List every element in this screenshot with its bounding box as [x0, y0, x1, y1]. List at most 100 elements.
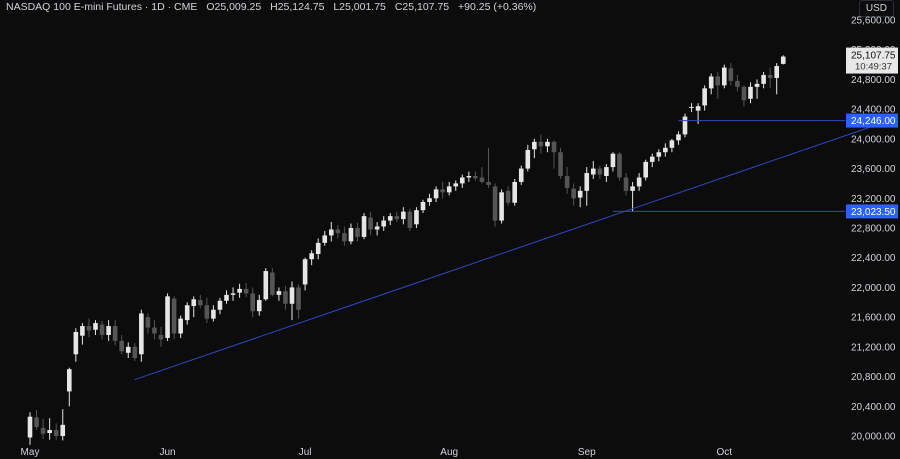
candle-body — [492, 186, 498, 221]
y-tick-label: 25,600.00 — [851, 16, 896, 27]
candle-body — [617, 153, 622, 178]
change-value: +90.25 (+0.36%) — [458, 1, 537, 13]
countdown-label: 10:49:37 — [855, 62, 892, 73]
y-tick-label: 24,800.00 — [851, 75, 896, 86]
candle-body — [505, 190, 511, 203]
candle-body — [479, 177, 485, 182]
candle-body — [754, 83, 760, 87]
candle-body — [348, 228, 354, 242]
candle-body — [289, 287, 295, 304]
level-price-tag — [846, 204, 898, 219]
y-tick-label: 23,600.00 — [851, 164, 896, 175]
candle-body — [446, 186, 452, 193]
candle-body — [780, 56, 786, 64]
candle-body — [47, 430, 52, 434]
candle-body — [630, 186, 635, 191]
candle-body — [387, 216, 393, 221]
candle-body — [460, 177, 465, 184]
candle-body — [427, 198, 432, 202]
close-value: C25,107.75 — [394, 1, 450, 13]
candle-body — [368, 217, 373, 230]
candle-body — [591, 168, 596, 175]
candle-body — [440, 189, 445, 193]
candle-body — [106, 326, 111, 335]
last-price-tag — [846, 47, 898, 74]
y-tick-label: 21,200.00 — [851, 342, 896, 353]
level-price-label: 24,246.00 — [851, 116, 896, 127]
candle-body — [708, 76, 714, 89]
candle-body — [263, 271, 269, 300]
candle-body — [132, 346, 138, 358]
x-tick-label: May — [21, 447, 40, 458]
candle-body — [119, 340, 124, 352]
candle-body — [165, 296, 170, 338]
y-tick-label: 24,000.00 — [851, 134, 896, 145]
candle-body — [237, 288, 242, 293]
candle-body — [86, 326, 92, 331]
y-tick-label: 22,800.00 — [851, 224, 896, 235]
candle-body — [610, 153, 616, 168]
candle-body — [584, 173, 590, 191]
y-tick-label: 22,400.00 — [851, 253, 896, 264]
candle-body — [761, 74, 766, 84]
x-tick-label: Jul — [299, 447, 312, 458]
candle-body — [735, 80, 740, 87]
candle-body — [538, 141, 544, 147]
candle-body — [689, 106, 694, 108]
candle-body — [211, 309, 216, 319]
candle-body — [93, 323, 98, 330]
candle-body — [486, 181, 491, 185]
candle-body — [518, 168, 524, 182]
high-value: H25,124.75 — [270, 1, 325, 13]
y-tick-label: 20,800.00 — [851, 372, 896, 383]
candle-body — [204, 305, 210, 319]
candle-body — [184, 305, 190, 321]
candle-body — [322, 235, 328, 243]
candle-body — [702, 88, 707, 106]
candle-body — [728, 68, 734, 81]
candle-body — [499, 192, 504, 221]
candle-body — [512, 181, 517, 203]
candle-body — [243, 288, 249, 294]
y-tick-label: 24,400.00 — [851, 105, 896, 116]
level-price-tag — [846, 113, 898, 128]
candle-body — [152, 327, 157, 334]
candle-body — [767, 74, 773, 78]
candle-body — [80, 326, 85, 336]
candle-body — [309, 253, 314, 260]
candle-body — [27, 416, 33, 438]
candle-body — [99, 324, 105, 335]
candle-body — [525, 150, 531, 169]
y-tick-label: 20,000.00 — [851, 432, 896, 443]
candle-body — [145, 317, 151, 328]
candle-body — [676, 134, 681, 141]
candle-body — [748, 86, 753, 99]
candle-body — [250, 293, 255, 312]
candle-body — [276, 291, 282, 295]
candle-body — [401, 211, 406, 220]
x-tick-label: Aug — [440, 447, 458, 458]
candle-body — [270, 272, 275, 295]
candle-body — [224, 294, 229, 301]
candle-body — [414, 210, 419, 225]
candle-body — [34, 417, 39, 428]
x-tick-label: Jun — [159, 447, 175, 458]
currency-button[interactable]: USD — [858, 0, 894, 17]
instrument-title: NASDAQ 100 E-mini Futures · 1D · CME — [6, 1, 198, 13]
candle-body — [636, 177, 642, 187]
candle-body — [355, 228, 360, 237]
candle-body — [420, 202, 426, 211]
last-price-label: 25,107.75 — [851, 51, 896, 62]
candle-body — [741, 86, 747, 101]
candle-body — [597, 168, 603, 175]
candle-body — [564, 176, 570, 188]
y-tick-label: 20,400.00 — [851, 402, 896, 413]
candle-body — [682, 116, 688, 135]
candle-body — [381, 220, 386, 227]
trendline — [134, 125, 876, 381]
chart-header: NASDAQ 100 E-mini Futures · 1D · CME O25… — [6, 1, 542, 13]
candle-body — [532, 141, 537, 150]
candle-body — [335, 229, 341, 234]
candle-body — [178, 318, 183, 334]
